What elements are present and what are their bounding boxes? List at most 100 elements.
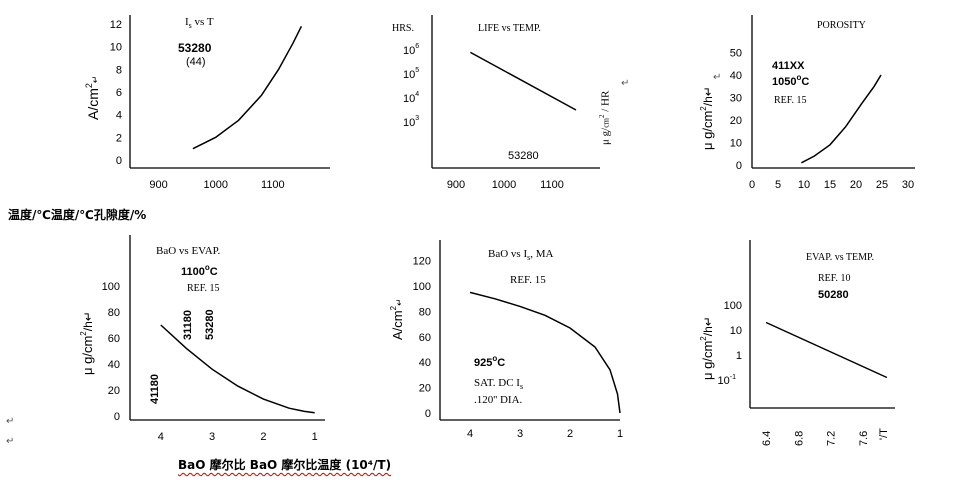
c1-x-tick-label: 1000	[203, 179, 227, 191]
c1-x-tick-label: 1100	[261, 179, 285, 191]
left-return-mark-1: ↵	[6, 416, 14, 427]
c1-y-tick-label: 12	[110, 19, 122, 31]
c1-annotation-model: 53280	[178, 41, 212, 55]
c4-y-tick-label: 40	[108, 359, 120, 371]
c3-y-tick-label: 10	[730, 138, 742, 150]
c3-y-tick-label: 40	[730, 70, 742, 82]
c6-y-tick-label: 1	[736, 350, 742, 362]
c5-y-ticks: 0 20 40 60 80 100 120	[413, 256, 431, 420]
c3-x-tick-label: 15	[824, 179, 836, 191]
c2-y-ticks: 106 105 104 103	[403, 43, 419, 129]
c5-x-ticks: 4 3 2 1	[467, 428, 623, 440]
c3-x-tick-label: 30	[902, 179, 914, 191]
c5-title: BaO vs Is, MA	[488, 248, 554, 262]
c2-y-tick-label: 103	[403, 115, 419, 129]
c4-ylabel: μ g/cm2/h↵	[79, 311, 95, 375]
c4-x-tick-label: 3	[209, 431, 215, 443]
chart-is-vs-t: Is vs T 53280 (44) A/cm2↵ 0 2 4 6 8 10 12 900 1…	[84, 15, 330, 191]
c1-y-tick-label: 2	[116, 132, 122, 144]
c2-x-ticks: 900 1000 1100	[447, 179, 564, 191]
c6-x-tick-label: 6.8	[793, 431, 805, 446]
c6-x-tick-label: 6.4	[761, 431, 773, 446]
c3-x-tick-label: 5	[775, 179, 781, 191]
c1-y-tick-label: 10	[110, 42, 122, 54]
c3-series-line	[801, 74, 882, 164]
c6-y-tick-label: 10-1	[718, 374, 737, 387]
c4-y-tick-label: 60	[108, 333, 120, 345]
c4-y-tick-label: 100	[102, 281, 120, 293]
c2-x-tick-label: 1000	[492, 179, 516, 191]
c4-curve-label-31180: 31180	[182, 310, 194, 340]
c5-annotation-temp: 925oC	[474, 354, 505, 369]
c2-y-tick-label: 105	[403, 67, 419, 81]
c5-ylabel: A/cm2↵	[389, 298, 405, 340]
c6-x-tail-label: '/T	[878, 428, 890, 440]
c5-y-tick-label: 80	[419, 306, 431, 318]
c5-x-tick-label: 1	[617, 428, 623, 440]
c4-x-tick-label: 1	[312, 431, 318, 443]
c2-x-tick-label: 900	[447, 179, 465, 191]
c2-series-line	[470, 51, 577, 111]
c4-annotation-ref: REF. 15	[187, 283, 220, 294]
c5-x-tick-label: 2	[567, 428, 573, 440]
c3-y-tick-label: 20	[730, 115, 742, 127]
c6-x-tick-label: 7.2	[826, 431, 838, 446]
c1-series-line	[192, 25, 303, 150]
c6-y-tick-label: 10	[730, 325, 742, 337]
c1-annotation-number: (44)	[186, 56, 206, 68]
c3-x-tick-label: 10	[798, 179, 810, 191]
c5-y-tick-label: 0	[425, 408, 431, 420]
c3-x-tick-label: 20	[850, 179, 862, 191]
c6-annotation-model: 50280	[818, 289, 849, 301]
c1-x-tick-label: 900	[149, 179, 167, 191]
c3-y-tick-label: 30	[730, 93, 742, 105]
c6-title: EVAP. vs TEMP.	[806, 252, 874, 263]
c2-x-tick-label: 1100	[540, 179, 564, 191]
c1-y-tick-label: 6	[116, 87, 122, 99]
chart-porosity: POROSITY 411XX 1050oC REF. 15 μ g/cm2/h↵…	[699, 15, 915, 191]
c1-title: Is vs T	[185, 16, 214, 30]
c2-annotation: 53280	[508, 150, 539, 162]
c5-y-tick-label: 60	[419, 332, 431, 344]
caption-row-2: BaO 摩尔比 BaO 摩尔比温度 (10⁴/T)	[178, 458, 392, 472]
c6-x-tick-label: 7.6	[858, 431, 870, 446]
c5-x-tick-label: 3	[517, 428, 523, 440]
c5-y-tick-label: 100	[413, 281, 431, 293]
c5-annotation-sat: SAT. DC Is	[474, 377, 523, 391]
left-return-mark-2: ↵	[6, 436, 14, 447]
c3-return-mark: ↵	[713, 72, 721, 83]
c5-annotation-dia: .120'' DIA.	[474, 394, 523, 406]
c1-y-tick-label: 8	[116, 64, 122, 76]
c1-y-ticks: 0 2 4 6 8 10 12	[110, 19, 122, 167]
c3-x-ticks: 0 5 10 15 20 25 30	[749, 179, 914, 191]
c5-y-tick-label: 40	[419, 357, 431, 369]
c4-y-tick-label: 0	[114, 411, 120, 423]
c3-ylabel: μ g/cm2/h↵	[699, 86, 715, 150]
c4-y-tick-label: 80	[108, 307, 120, 319]
c6-series-line	[765, 321, 888, 379]
c2-y-unit: HRS.	[392, 23, 414, 34]
c2-y-tick-label: 104	[403, 91, 419, 105]
c5-ref: REF. 15	[510, 274, 546, 286]
c3-y-tick-label: 50	[730, 48, 742, 60]
c6-y-ticks: 100 10 1 10-1	[718, 300, 742, 387]
c4-x-ticks: 4 3 2 1	[158, 431, 318, 443]
chart-evap-vs-temp: EVAP. vs TEMP. REF. 10 50280 μ g/cm2/h↵ …	[699, 240, 895, 446]
chart-life-vs-temp: HRS. LIFE vs TEMP. 106 105 104 103 53280 90…	[392, 15, 600, 191]
c4-series-line	[160, 324, 315, 414]
c4-x-tick-label: 4	[158, 431, 164, 443]
c6-annotation-ref: REF. 10	[818, 273, 851, 284]
c4-x-tick-label: 2	[260, 431, 266, 443]
c5-series-line	[469, 291, 621, 414]
c4-y-tick-label: 20	[108, 385, 120, 397]
c1-y-tick-label: 0	[116, 155, 122, 167]
c3-y-ticks: 0 10 20 30 40 50	[730, 48, 742, 173]
c3-annotation-temp: 1050oC	[772, 73, 809, 88]
c4-y-ticks: 0 20 40 60 80 100	[102, 281, 120, 423]
c6-x-ticks: 6.4 6.8 7.2 7.6 '/T	[761, 428, 890, 446]
c3-title: POROSITY	[817, 20, 866, 31]
c2-title: LIFE vs TEMP.	[478, 23, 541, 34]
c3-x-tick-label: 25	[876, 179, 888, 191]
c1-y-tick-label: 4	[116, 110, 122, 122]
